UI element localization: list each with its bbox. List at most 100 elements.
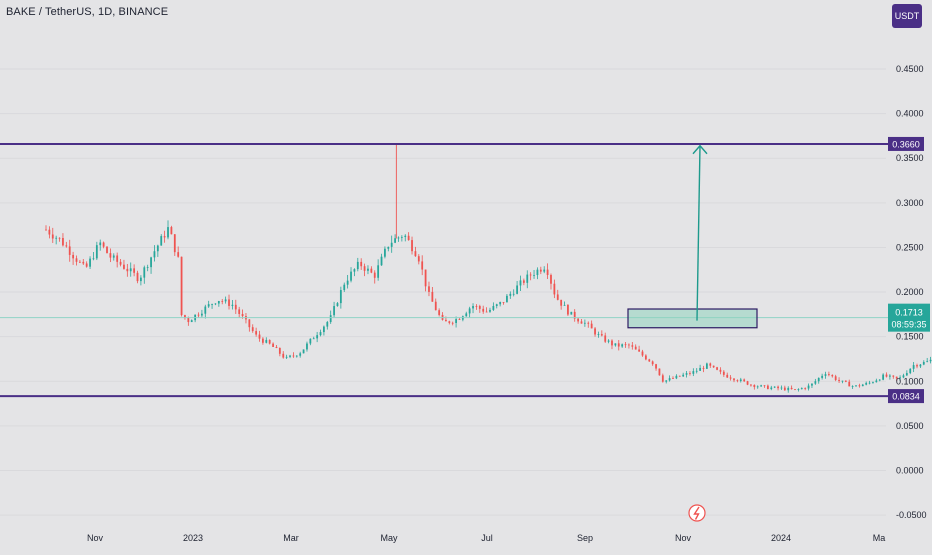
candle-body	[665, 380, 668, 382]
candle-body	[217, 301, 220, 304]
y-tick-label: 0.3500	[896, 153, 924, 163]
candle-body	[563, 304, 566, 306]
candle-body	[448, 321, 451, 323]
candle-body	[167, 227, 169, 238]
price-axis[interactable]: 0.4500 0.4000 0.3500 0.3000 0.2500 0.2000 0.15…	[896, 64, 927, 520]
candle-body	[417, 256, 420, 262]
candle-body	[851, 386, 854, 387]
candle-body	[231, 304, 234, 306]
candle-body	[760, 385, 763, 387]
candle-body	[319, 332, 322, 336]
candle-body	[529, 274, 532, 276]
candle-body	[841, 380, 844, 382]
candle-body	[811, 383, 813, 386]
currency-button[interactable]: USDT	[892, 4, 922, 28]
candle-body	[492, 305, 495, 310]
candle-body	[607, 340, 610, 342]
candle-body	[722, 371, 725, 375]
candle-body	[170, 227, 173, 235]
support-badge	[888, 389, 924, 404]
candle-body	[865, 382, 868, 385]
candle-body	[587, 322, 590, 324]
candle-body	[746, 381, 749, 385]
arrow-head-icon	[692, 144, 708, 155]
candle-body	[794, 389, 796, 390]
candle-body	[295, 355, 298, 357]
candle-body	[526, 274, 529, 283]
candle-body	[62, 238, 64, 246]
candle-body	[777, 386, 779, 389]
candle-body	[773, 386, 776, 388]
candle-body	[289, 355, 291, 357]
candle-body	[146, 267, 149, 268]
candle-body	[214, 303, 217, 305]
target-rectangle[interactable]	[627, 308, 758, 329]
candle-body	[817, 377, 820, 382]
candle-body	[834, 376, 837, 380]
candle-body	[82, 261, 85, 264]
candle-body	[797, 389, 800, 390]
y-tick-label: 0.4500	[896, 64, 924, 74]
x-tick-label: Mar	[283, 533, 299, 543]
candle-body	[112, 255, 115, 258]
candle-body	[384, 248, 386, 257]
candle-body	[892, 375, 895, 377]
candle-body	[597, 334, 600, 335]
candle-body	[689, 373, 691, 374]
candle-body	[617, 343, 620, 347]
candle-body	[68, 246, 71, 255]
candle-body	[160, 236, 163, 246]
candle-body	[116, 255, 119, 262]
current-price-label: 0.1713	[895, 308, 923, 318]
candle-body	[912, 365, 915, 369]
candle-body	[407, 235, 410, 241]
candle-body	[553, 283, 556, 295]
candle-body	[756, 386, 759, 388]
candle-body	[99, 242, 102, 246]
candle-body	[909, 368, 912, 374]
flash-icon[interactable]	[688, 504, 706, 522]
candle-body	[821, 375, 824, 378]
candle-body	[299, 353, 302, 356]
candle-body	[878, 379, 881, 381]
candle-body	[156, 245, 159, 252]
target-arrow[interactable]	[696, 145, 701, 321]
candle-body	[702, 367, 705, 369]
candle-body	[522, 280, 525, 283]
y-tick-label: 0.4000	[896, 109, 924, 119]
candle-body	[119, 261, 122, 265]
candle-body	[285, 356, 288, 358]
candle-body	[360, 261, 363, 267]
candle-body	[658, 368, 661, 376]
candle-body	[262, 338, 264, 343]
candle-body	[556, 294, 559, 300]
candle-body	[787, 387, 790, 391]
candle-body	[377, 265, 380, 278]
candle-body	[275, 346, 278, 348]
candle-body	[204, 306, 207, 314]
y-tick-label: 0.0500	[896, 421, 924, 431]
candle-body	[902, 375, 905, 378]
candle-body	[733, 378, 735, 381]
candle-body	[675, 375, 678, 379]
time-axis[interactable]: Nov 2023 Mar May Jul Sep Nov 2024 Ma	[87, 533, 885, 543]
candle-body	[655, 364, 657, 369]
candle-body	[123, 264, 125, 269]
candle-body	[177, 252, 180, 257]
candle-body	[109, 253, 112, 258]
candle-body	[709, 363, 712, 366]
candle-body	[221, 301, 224, 302]
candle-body	[268, 339, 271, 344]
candle-body	[89, 258, 91, 267]
candle-body	[580, 321, 583, 324]
candle-body	[519, 280, 522, 286]
candle-body	[363, 266, 366, 271]
candle-body	[482, 308, 485, 312]
candle-body	[445, 319, 447, 322]
candle-body	[153, 251, 156, 258]
candle-body	[468, 308, 471, 314]
candle-body	[333, 306, 335, 316]
candle-body	[628, 344, 630, 346]
